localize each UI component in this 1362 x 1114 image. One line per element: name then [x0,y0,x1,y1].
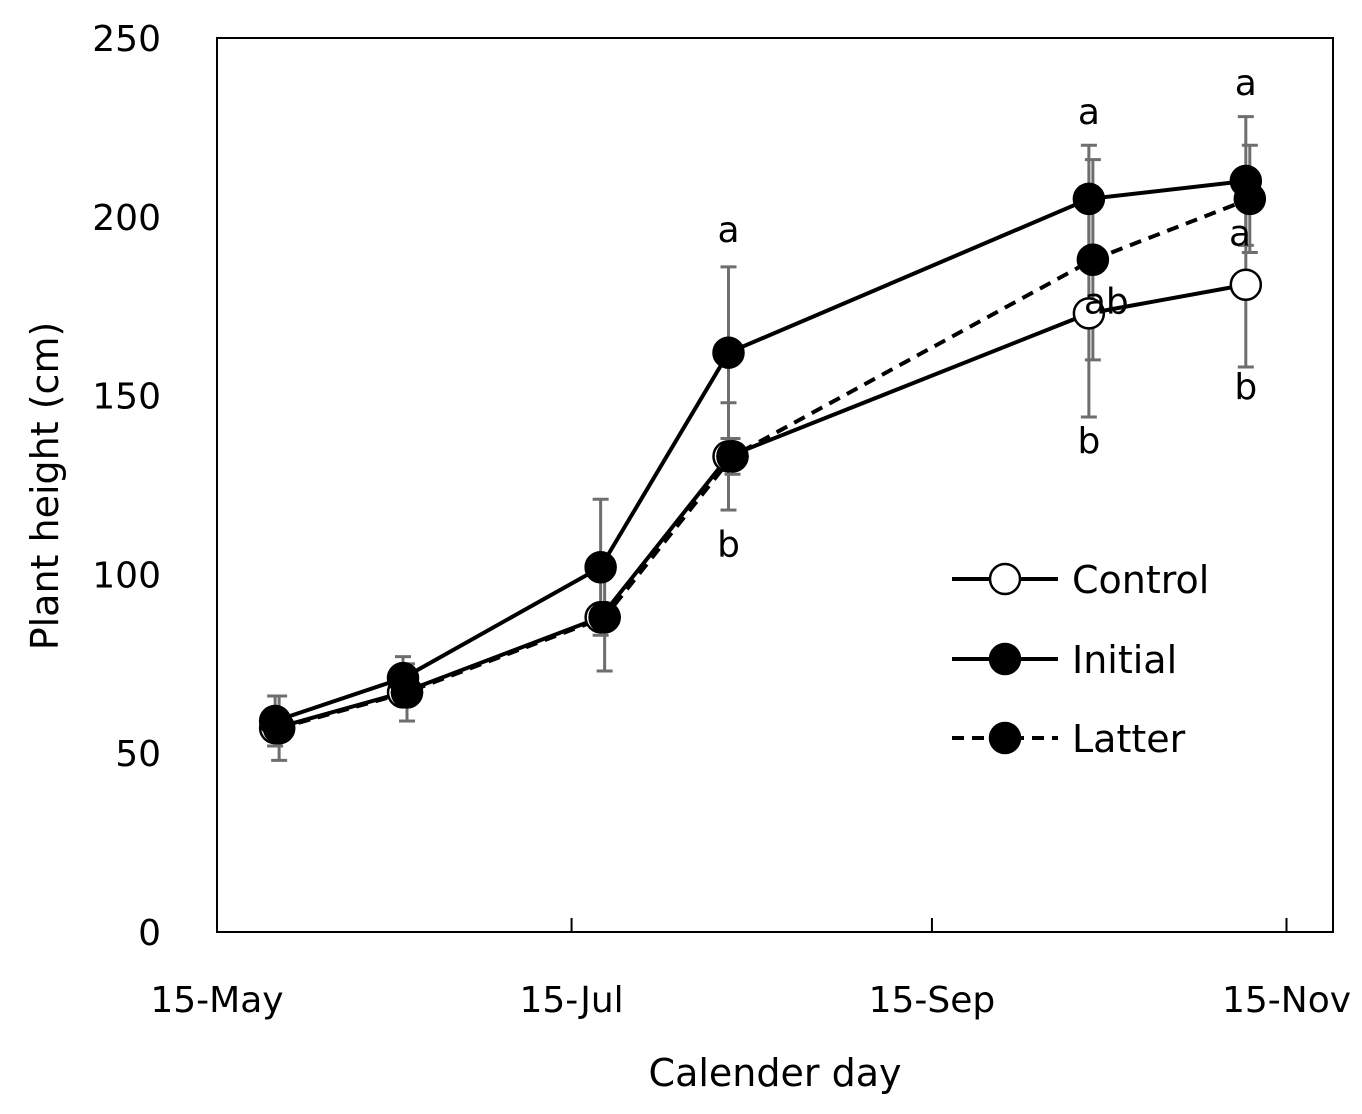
significance-label: a [717,210,739,251]
y-tick-label: 200 [92,198,161,239]
legend-marker [988,642,1022,676]
significance-label: a [1235,63,1257,104]
legend-item-latter: Latter [952,717,1186,761]
data-point-latter [588,601,621,634]
legend-marker [988,721,1022,755]
data-point-control [1229,268,1263,301]
y-tick-label: 250 [92,19,161,60]
plot-area-frame [216,37,1334,933]
y-tick-label: 50 [115,734,161,775]
data-point-initial [584,550,617,584]
data-point-control [1072,297,1106,330]
data-point-latter [262,711,296,745]
y-tick-label: 150 [92,377,161,418]
x-tick-label: 15-Nov [1222,980,1351,1021]
legend-label: Initial [1072,638,1177,682]
significance-label: b [1077,421,1100,462]
series-line-latter [278,197,1251,731]
significance-label: a [1229,213,1251,254]
legend-label: Control [1072,558,1209,602]
data-point-latter [1076,243,1110,276]
x-tick-label: 15-Sep [869,980,996,1021]
y-tick-label: 100 [92,555,161,596]
y-tick-label: 0 [138,913,161,954]
y-axis-title: Plant height (cm) [23,322,67,651]
significance-label: b [1234,367,1257,408]
data-point-latter [1233,182,1267,216]
data-point-latter [390,676,424,709]
significance-label: b [717,525,740,566]
data-point-latter [716,440,749,473]
series-line-initial [274,179,1247,723]
legend-item-control: Control [952,558,1209,602]
x-tick-label: 15-May [150,980,283,1021]
legend-label: Latter [1072,717,1186,761]
data-point-initial [1072,182,1106,216]
x-axis-title: Calender day [649,1051,902,1095]
legend: Control Initial Latter [952,558,1209,761]
data-point-initial [712,336,745,369]
x-tick-label: 15-Jul [519,980,623,1021]
significance-label: ab [1084,281,1129,322]
legend-marker [988,562,1022,596]
significance-label: a [1078,92,1100,133]
legend-item-initial: Initial [952,638,1177,682]
